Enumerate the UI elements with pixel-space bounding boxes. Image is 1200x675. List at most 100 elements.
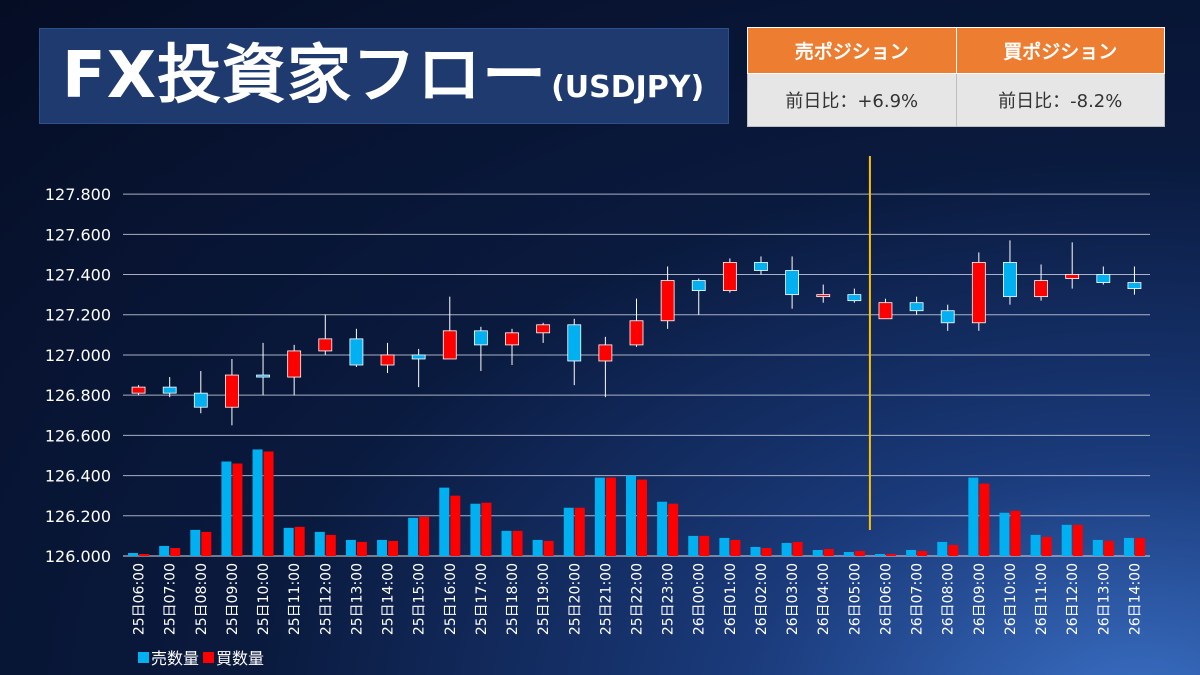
candle-body <box>909 302 924 312</box>
y-tick-label: 127.800 <box>45 185 111 204</box>
sell-volume-bar <box>221 461 232 556</box>
buy-volume-bar <box>668 503 679 556</box>
x-tick-label: 25日20:00 <box>567 563 583 635</box>
sell-volume-bar <box>719 537 730 556</box>
x-tick-label: 26日06:00 <box>878 563 894 635</box>
buy-volume-bar <box>854 550 865 556</box>
candle-body <box>660 280 675 322</box>
sell-volume-bar <box>470 503 481 556</box>
x-tick-label: 25日09:00 <box>225 563 241 635</box>
y-tick-label: 126.400 <box>45 467 111 486</box>
buy-volume-bar <box>699 535 710 556</box>
sell-position-change: 前日比：+6.9% <box>747 73 957 127</box>
buy-volume-bar <box>294 526 305 556</box>
candle-body <box>225 374 239 408</box>
candle-body <box>536 324 551 334</box>
x-tick-label: 25日23:00 <box>661 563 677 635</box>
buy-volume-bar <box>263 451 274 556</box>
candle-body <box>256 374 270 378</box>
sell-volume-bar <box>843 551 854 556</box>
sell-volume-bar <box>159 545 170 556</box>
sell-volume-bar <box>626 475 636 556</box>
buy-volume-bar <box>761 547 772 556</box>
candle-body <box>1003 262 1017 298</box>
sell-volume-bar <box>1092 539 1103 556</box>
x-tick-label: 26日13:00 <box>1096 563 1112 635</box>
legend-label-buy: 買数量 <box>216 649 265 668</box>
buy-volume-bar <box>139 553 150 556</box>
candle-body <box>816 294 831 298</box>
x-tick-label: 25日19:00 <box>536 563 552 635</box>
candle-body <box>1127 282 1142 289</box>
sell-volume-bar <box>1123 537 1134 556</box>
buy-volume-bar <box>730 539 741 556</box>
candle-body <box>754 262 768 271</box>
sell-volume-bar <box>314 531 325 556</box>
x-tick-label: 26日02:00 <box>754 563 770 635</box>
x-tick-label: 25日14:00 <box>381 563 397 635</box>
buy-volume-bar <box>979 483 990 556</box>
sell-volume-bar <box>657 501 668 556</box>
x-tick-label: 26日05:00 <box>847 563 863 635</box>
buy-volume-bar <box>201 531 212 556</box>
candle-body <box>722 262 737 292</box>
sell-volume-bar <box>750 546 761 556</box>
y-tick-label: 127.600 <box>45 225 111 244</box>
x-tick-label: 26日07:00 <box>910 563 926 635</box>
buy-volume-bar <box>1134 537 1145 556</box>
x-tick-label: 25日12:00 <box>318 563 334 635</box>
candle-body <box>411 354 426 360</box>
sell-volume-bar <box>283 527 294 556</box>
sell-volume-bar <box>688 535 699 556</box>
buy-volume-bar <box>481 502 492 556</box>
x-tick-label: 26日12:00 <box>1065 563 1081 635</box>
candle-body <box>598 344 613 362</box>
sell-volume-bar <box>128 552 139 556</box>
buy-volume-bar <box>917 550 928 556</box>
sell-volume-bar <box>999 512 1010 556</box>
x-tick-label: 26日01:00 <box>723 563 739 635</box>
y-tick-label: 127.200 <box>45 306 111 325</box>
chart-legend: 売数量 買数量 <box>138 645 268 669</box>
title-banner: FX投資家フロー (USDJPY) <box>39 28 729 124</box>
x-tick-label: 26日08:00 <box>941 563 957 635</box>
buy-volume-bar <box>605 477 616 556</box>
candle-body <box>162 386 177 394</box>
buy-volume-bar <box>356 541 367 556</box>
candle-body <box>691 280 706 292</box>
candle-body <box>1096 274 1111 283</box>
legend-item-sell: 売数量 <box>138 645 199 669</box>
buy-position-change: 前日比：-8.2% <box>955 73 1165 127</box>
x-tick-label: 25日17:00 <box>474 563 490 635</box>
candle-body <box>131 386 146 394</box>
x-tick-label: 26日04:00 <box>816 563 832 635</box>
x-tick-label: 25日10:00 <box>256 563 272 635</box>
buy-volume-bar <box>1072 524 1083 556</box>
y-tick-label: 126.800 <box>45 386 111 405</box>
sell-volume-bar <box>408 517 419 556</box>
buy-volume-bar <box>388 540 399 556</box>
sell-volume-bar <box>1030 534 1041 556</box>
sell-volume-bar <box>1061 524 1072 556</box>
buy-volume-bar <box>823 548 834 556</box>
legend-swatch-buy <box>203 651 215 663</box>
buy-volume-bar <box>1010 510 1021 556</box>
page-subtitle: (USDJPY) <box>551 69 705 105</box>
x-tick-label: 26日03:00 <box>785 563 801 635</box>
sell-volume-bar <box>937 541 948 556</box>
legend-item-buy: 買数量 <box>203 645 264 669</box>
sell-volume-bar <box>501 530 512 556</box>
candle-body <box>847 294 862 302</box>
y-tick-label: 126.000 <box>45 547 111 566</box>
sell-volume-bar <box>968 477 979 556</box>
x-tick-label: 25日07:00 <box>163 563 179 635</box>
buy-volume-bar <box>885 553 896 556</box>
buy-volume-bar <box>232 463 243 556</box>
x-tick-label: 26日11:00 <box>1034 563 1050 635</box>
page-title: FX投資家フロー <box>62 39 548 113</box>
buy-volume-bar <box>170 547 181 556</box>
buy-volume-bar <box>1103 540 1114 556</box>
sell-volume-bar <box>345 539 356 556</box>
x-tick-label: 25日16:00 <box>443 563 459 635</box>
